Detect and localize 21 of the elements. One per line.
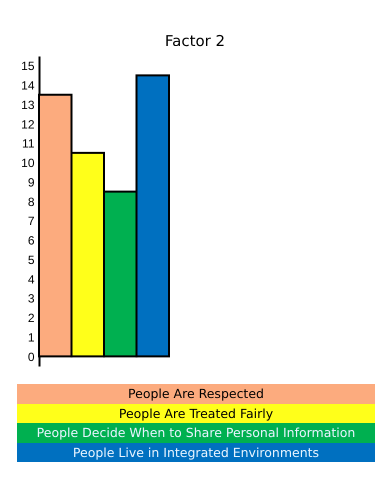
y-tick-label: 9 (28, 175, 35, 190)
y-tick-label: 3 (28, 292, 35, 306)
text: People Are Treated Fairly (17, 404, 375, 423)
text: People Are Respected (17, 384, 375, 404)
text: People Live in Integrated Environments (17, 442, 375, 462)
text: People Decide When to Share Personal Information (17, 423, 375, 442)
y-tick-label: 0 (28, 350, 35, 364)
y-tick-label: 6 (28, 234, 35, 248)
y-tick-label: 11 (22, 136, 35, 151)
y-tick-label: 12 (21, 117, 35, 132)
y-tick-label: 2 (28, 311, 35, 326)
y-tick-label: 14 (21, 78, 35, 93)
y-tick-label: 10 (21, 156, 35, 170)
y-tick-label: 7 (28, 214, 35, 228)
chart-title: Factor 2 (164, 32, 226, 50)
y-tick-label: 8 (28, 194, 35, 209)
y-tick-label: 15 (21, 59, 35, 74)
y-tick-label: 4 (28, 272, 35, 286)
y-tick-label: 1 (28, 330, 35, 344)
y-tick-label: 5 (28, 252, 35, 267)
y-tick-label: 13 (21, 98, 35, 112)
